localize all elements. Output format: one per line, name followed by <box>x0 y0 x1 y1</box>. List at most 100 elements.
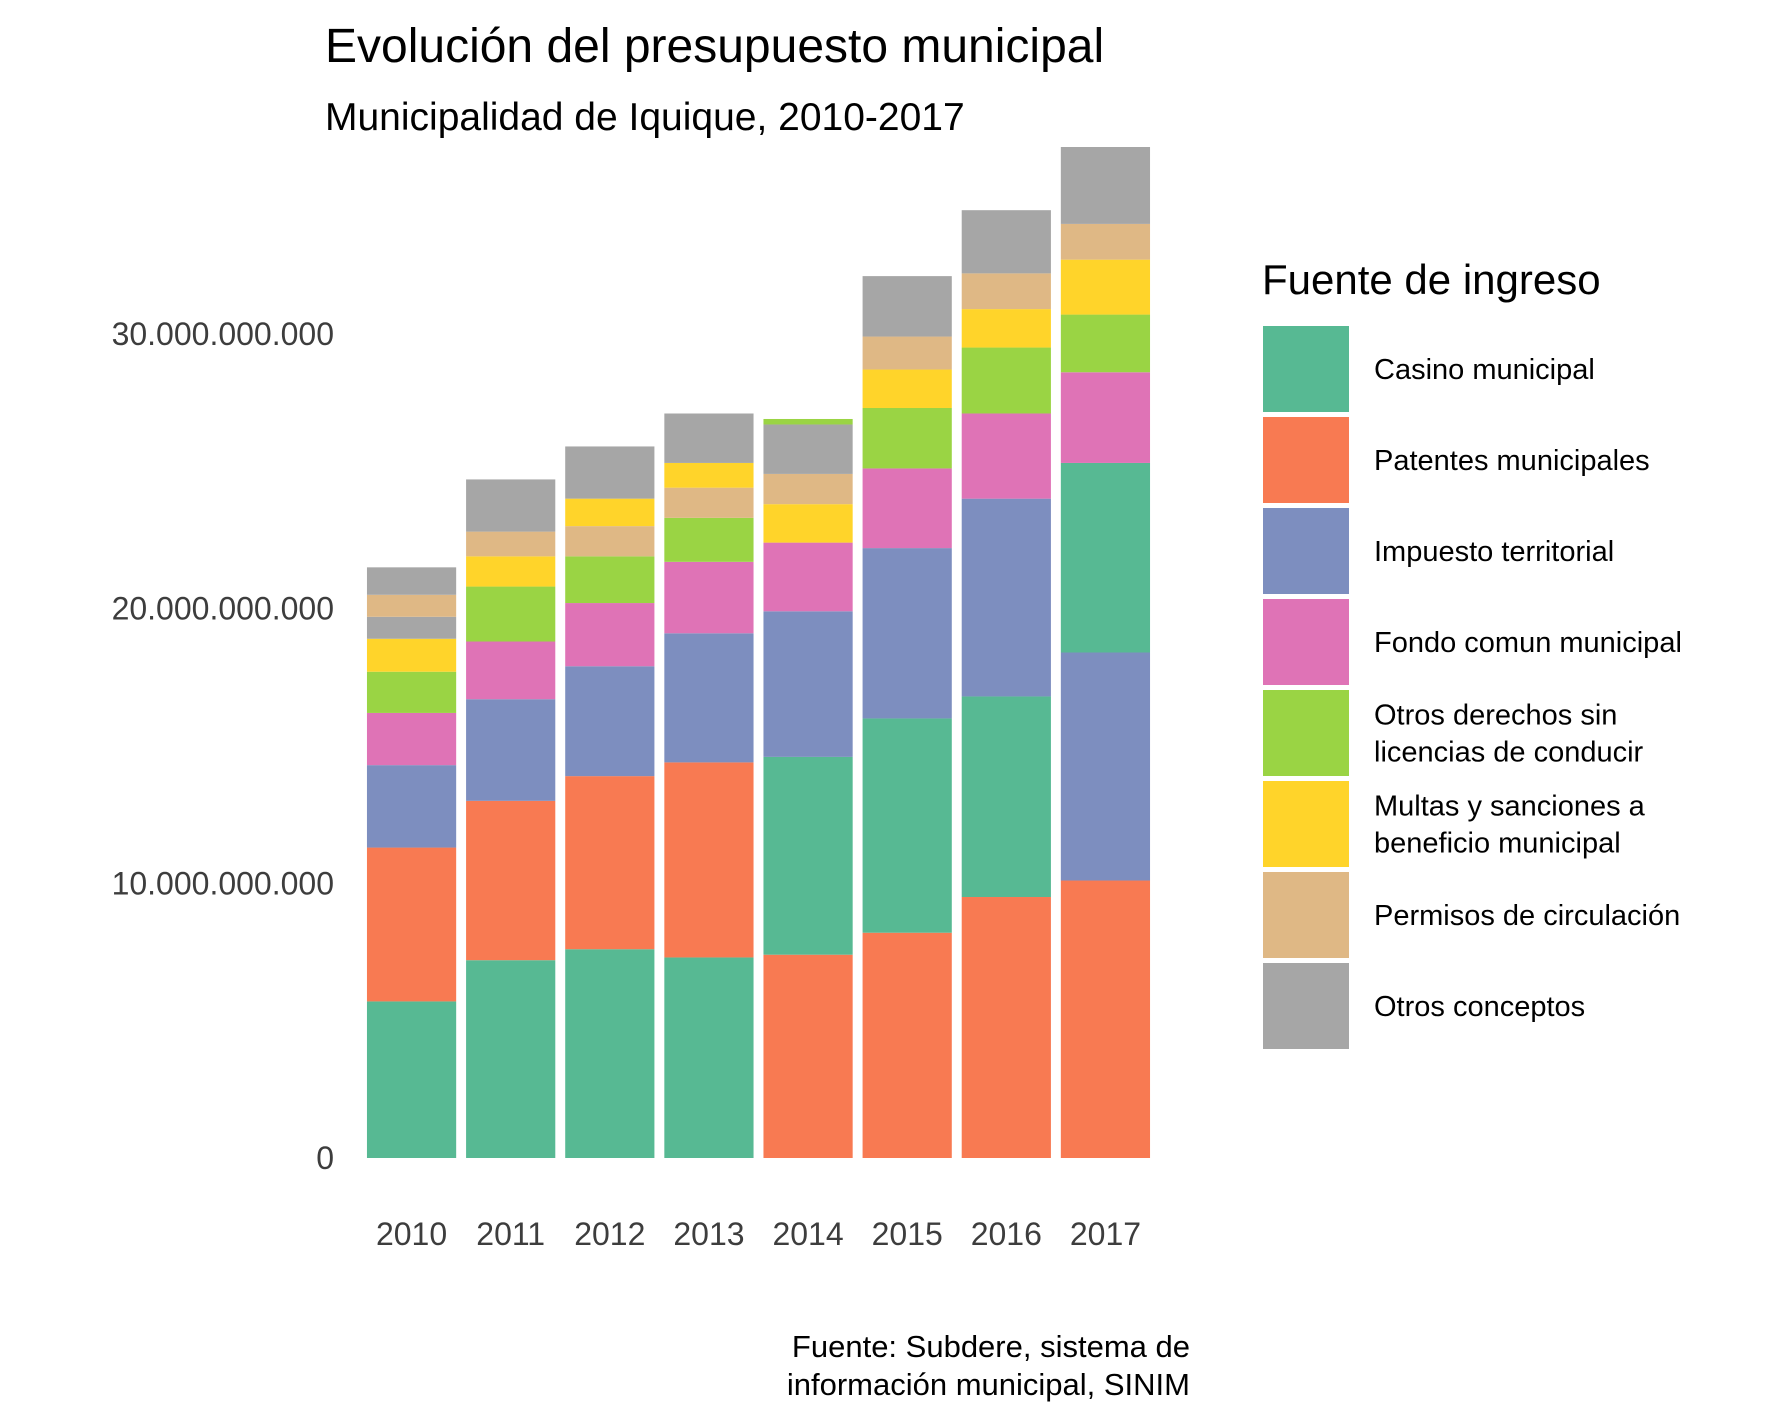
bar-segment <box>565 446 655 499</box>
legend-item: Otros derechos sin licencias de conducir <box>1263 690 1644 776</box>
bar-segment <box>466 479 556 532</box>
legend-label: Permisos de circulación <box>1374 900 1680 932</box>
bar-segment <box>763 424 853 474</box>
bar-segment <box>961 413 1051 499</box>
bar-segment <box>664 561 754 634</box>
bar-segment <box>862 468 952 549</box>
legend-swatch <box>1263 872 1349 958</box>
caption-line: Fuente: Subdere, sistema de <box>792 1329 1190 1364</box>
bar-stack-2016 <box>961 210 1051 1158</box>
legend-item: Patentes municipales <box>1263 417 1650 503</box>
chart-subtitle: Municipalidad de Iquique, 2010-2017 <box>325 96 965 139</box>
bar-segment <box>565 526 655 557</box>
legend-label: Casino municipal <box>1374 354 1595 386</box>
bar-stack-2017 <box>1060 147 1151 1158</box>
bar-segment <box>664 487 754 518</box>
legend-swatch <box>1263 599 1349 685</box>
bar-segment <box>862 407 952 469</box>
bar-segment <box>961 897 1051 1158</box>
legend-label: Otros conceptos <box>1374 991 1585 1023</box>
x-tick-label: 2012 <box>574 1216 645 1252</box>
bar-segment <box>664 957 754 1158</box>
legend-item: Multas y sanciones a beneficio municipal <box>1263 781 1646 867</box>
bar-segment <box>961 309 1051 348</box>
bar-stack-2010 <box>366 567 457 1158</box>
bar-segment <box>366 567 457 595</box>
y-tick-label: 30.000.000.000 <box>112 316 334 352</box>
bar-segment <box>763 504 853 543</box>
bar-segment <box>664 413 754 463</box>
bar-stack-2013 <box>664 413 754 1158</box>
chart-title: Evolución del presupuesto municipal <box>325 20 1104 73</box>
bar-segment <box>763 542 853 612</box>
bar-segment <box>1060 314 1151 373</box>
bars <box>366 147 1151 1158</box>
y-axis: 0 10.000.000.000 20.000.000.000 30.000.000.… <box>112 316 334 1176</box>
x-tick-label: 2011 <box>476 1216 545 1252</box>
legend-item: Fondo comun municipal <box>1263 599 1682 685</box>
bar-stack-2012 <box>565 446 655 1158</box>
legend-swatch <box>1263 326 1349 412</box>
bar-segment <box>961 210 1051 274</box>
bar-segment <box>565 949 655 1158</box>
x-axis: 2010 2011 2012 2013 2014 2015 2016 2017 <box>376 1216 1141 1252</box>
bar-stack-2014 <box>763 418 853 1158</box>
bar-segment <box>366 712 457 766</box>
legend-label: Multas y sanciones a <box>1374 791 1646 823</box>
bar-segment <box>763 756 853 955</box>
y-tick-label: 20.000.000.000 <box>112 591 334 627</box>
x-tick-label: 2010 <box>376 1216 447 1252</box>
legend: Fuente de ingreso Casino municipal Patent… <box>1262 256 1682 1049</box>
bar-segment <box>862 369 952 408</box>
legend-swatch <box>1263 690 1349 776</box>
bar-segment <box>366 638 457 672</box>
bar-segment <box>366 594 457 617</box>
x-tick-label: 2015 <box>872 1216 943 1252</box>
bar-segment <box>466 531 556 557</box>
bar-segment <box>466 960 556 1158</box>
legend-item: Casino municipal <box>1263 326 1595 412</box>
legend-swatch <box>1263 963 1349 1049</box>
bar-segment <box>565 603 655 667</box>
legend-title: Fuente de ingreso <box>1262 256 1601 303</box>
bar-segment <box>466 641 556 700</box>
x-tick-label: 2013 <box>673 1216 744 1252</box>
caption-line: información municipal, SINIM <box>787 1367 1190 1402</box>
bar-segment <box>1060 259 1151 315</box>
bar-segment <box>366 671 457 713</box>
bar-segment <box>1060 223 1151 260</box>
bar-segment <box>664 462 754 488</box>
bar-segment <box>565 776 655 950</box>
legend-label: Patentes municipales <box>1374 445 1650 477</box>
bar-segment <box>1060 147 1151 224</box>
bar-segment <box>862 718 952 933</box>
x-tick-label: 2014 <box>772 1216 843 1252</box>
bar-segment <box>466 699 556 801</box>
bar-segment <box>366 1001 457 1158</box>
bar-segment <box>366 765 457 848</box>
bar-segment <box>1060 652 1151 881</box>
x-tick-label: 2017 <box>1070 1216 1141 1252</box>
legend-item: Otros conceptos <box>1263 963 1585 1049</box>
y-tick-label: 0 <box>316 1140 334 1176</box>
bar-segment <box>664 633 754 763</box>
bar-segment <box>1060 880 1151 1158</box>
bar-segment <box>565 498 655 527</box>
legend-swatch <box>1263 781 1349 867</box>
bar-segment <box>1060 462 1151 653</box>
bar-segment <box>664 517 754 562</box>
bar-segment <box>1060 372 1151 463</box>
legend-label: Fondo comun municipal <box>1374 627 1682 659</box>
legend-label: beneficio municipal <box>1374 828 1621 860</box>
bar-segment <box>466 800 556 961</box>
bar-segment <box>862 276 952 337</box>
bar-segment <box>862 932 952 1158</box>
legend-label: Impuesto territorial <box>1374 536 1614 568</box>
bar-segment <box>366 847 457 1002</box>
x-tick-label: 2016 <box>971 1216 1042 1252</box>
bar-segment <box>763 418 853 425</box>
bar-segment <box>961 347 1051 414</box>
bar-segment <box>961 498 1051 697</box>
